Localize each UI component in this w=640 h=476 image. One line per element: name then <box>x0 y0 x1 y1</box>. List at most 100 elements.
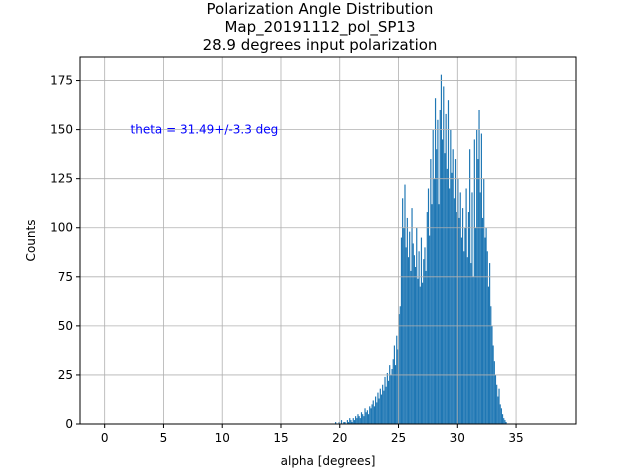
y-tick-label: 25 <box>58 368 73 382</box>
histogram-bar <box>409 231 411 424</box>
histogram-bar <box>442 139 444 424</box>
histogram-bar <box>398 314 400 424</box>
histogram-bar <box>472 276 474 424</box>
x-tick-label: 20 <box>332 431 347 445</box>
histogram-bar <box>492 345 494 424</box>
histogram-bar <box>434 98 437 425</box>
histogram-bar <box>499 404 501 424</box>
histogram-bar <box>505 422 507 424</box>
histogram-bar <box>473 139 475 424</box>
histogram-bar <box>352 418 354 424</box>
histogram-bar <box>391 369 393 424</box>
histogram-bar <box>458 217 460 424</box>
histogram-bar <box>396 335 398 424</box>
histogram-bar <box>445 113 447 424</box>
histogram-bar <box>390 374 392 424</box>
histogram-bar <box>382 384 384 424</box>
x-tick-label: 25 <box>391 431 406 445</box>
histogram-bar <box>457 178 459 424</box>
histogram-bar <box>399 306 401 424</box>
histogram-bar <box>380 394 383 424</box>
histogram-bar <box>503 418 505 424</box>
histogram-bar <box>355 416 357 424</box>
histogram-bar <box>424 247 426 424</box>
histogram-bar <box>378 398 380 424</box>
histogram-bar <box>490 306 492 424</box>
histogram-bar <box>466 257 468 424</box>
plot-frame <box>79 56 577 425</box>
histogram-bar <box>419 286 421 424</box>
histogram-bar <box>437 119 439 425</box>
histogram-bar <box>383 390 385 424</box>
x-axis-label: alpha [degrees] <box>281 454 376 468</box>
histogram-bar <box>344 422 346 424</box>
histogram-bar <box>389 365 391 424</box>
histogram-bar <box>446 168 448 424</box>
histogram-bar <box>461 208 464 424</box>
histogram-bar <box>460 237 462 424</box>
histogram-bar <box>443 86 445 424</box>
histogram-bar <box>412 243 414 424</box>
histogram-bar <box>454 159 457 425</box>
histogram-bars <box>335 74 507 425</box>
histogram-bar <box>360 412 363 424</box>
histogram-bar <box>386 372 388 424</box>
histogram-bar <box>402 198 404 424</box>
histogram-bar <box>444 153 446 425</box>
histogram-bar <box>497 396 499 424</box>
histogram-bar <box>365 412 367 424</box>
histogram-bar <box>350 420 352 424</box>
histogram-bar <box>393 345 395 424</box>
histogram-bar <box>504 420 506 424</box>
histogram-bar <box>375 396 377 424</box>
histogram-bar <box>436 149 438 425</box>
histogram-bar <box>429 235 431 424</box>
histogram-bar <box>362 414 364 424</box>
histogram-bar <box>376 402 378 424</box>
histogram-bar <box>349 418 351 424</box>
histogram-bar <box>397 349 399 424</box>
histogram-bar <box>400 237 403 424</box>
histogram-bar <box>470 263 472 424</box>
histogram-bar <box>413 255 415 424</box>
histogram-bar <box>418 251 420 424</box>
histogram-bar <box>340 420 343 424</box>
histogram-bar <box>367 414 370 424</box>
x-tick-label: 5 <box>160 431 168 445</box>
histogram-bar <box>404 184 406 424</box>
x-tick-label: 35 <box>508 431 523 445</box>
histogram-bar <box>483 178 485 424</box>
histogram-bar <box>417 278 419 424</box>
y-axis-label: Counts <box>24 220 38 262</box>
histogram-bar <box>385 386 387 424</box>
histogram-bar <box>480 133 482 425</box>
histogram-bar <box>493 361 495 424</box>
histogram-bar <box>387 380 390 424</box>
y-tick-label: 175 <box>50 74 73 88</box>
histogram-bar <box>477 159 479 425</box>
histogram-bar <box>438 204 440 424</box>
histogram-bar <box>453 198 455 424</box>
histogram-bar <box>406 217 408 424</box>
chart-title-line-2: Map_20191112_pol_SP13 <box>224 18 416 36</box>
histogram-bar <box>343 422 345 424</box>
x-tick-label: 10 <box>215 431 230 445</box>
histogram-bar <box>431 204 433 424</box>
histogram-bar <box>487 286 490 424</box>
histogram-bar <box>407 257 410 424</box>
histogram-bar <box>357 414 359 424</box>
histogram-bar <box>500 408 502 424</box>
histogram-bar <box>359 418 361 424</box>
histogram-bar <box>481 217 484 424</box>
histogram-bar <box>484 237 486 424</box>
histogram-bar <box>449 188 451 424</box>
y-tick-label: 125 <box>50 172 73 186</box>
histogram-bar <box>366 410 368 424</box>
x-tick-label: 15 <box>273 431 288 445</box>
histogram-bar <box>489 263 491 424</box>
histogram-bar <box>338 422 340 424</box>
histogram-bar <box>411 208 413 424</box>
grid-lines <box>80 57 576 425</box>
y-tick-label: 75 <box>58 270 73 284</box>
